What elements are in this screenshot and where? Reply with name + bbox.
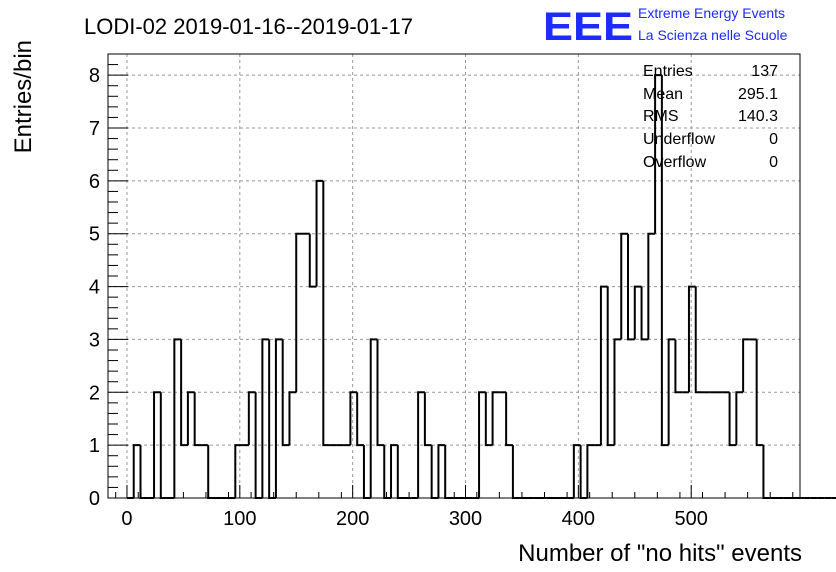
- histogram-bin: [322, 180, 331, 447]
- y-tick-label: 5: [89, 224, 100, 246]
- histogram-bin: [132, 444, 141, 498]
- stat-value-rms: 140.3: [738, 108, 778, 125]
- y-tick-label: 2: [89, 382, 100, 404]
- histogram-bin: [173, 338, 182, 498]
- plot-frame: [107, 53, 801, 499]
- x-tick-label: 500: [675, 508, 708, 530]
- histogram-bin: [274, 338, 283, 498]
- histogram-bin: [478, 391, 486, 498]
- logo-line-2: La Scienza nelle Scuole: [638, 27, 788, 43]
- stat-value-overflow: 0: [769, 154, 778, 171]
- histogram-bin: [654, 74, 662, 234]
- histogram-bin: [572, 444, 581, 498]
- histogram-bin: [356, 392, 364, 447]
- histogram-bin: [430, 445, 439, 499]
- logo-line-1: Extreme Energy Events: [638, 5, 785, 21]
- y-tick-label: 6: [89, 171, 100, 193]
- x-tick-label: 100: [223, 508, 256, 530]
- histogram-bin: [599, 285, 608, 446]
- histogram-bin: [423, 392, 432, 447]
- x-axis-label: Number of "no hits" events: [518, 540, 802, 567]
- histogram-bin: [369, 338, 378, 498]
- y-tick-label: 4: [89, 277, 100, 299]
- histogram-bin: [613, 338, 622, 446]
- stat-label-entries: Entries: [643, 63, 693, 80]
- eee-logo: EEE Extreme Energy Events La Scienza nel…: [543, 5, 788, 49]
- y-tick-label: 0: [89, 488, 100, 510]
- histogram-bin: [444, 445, 452, 499]
- histogram-bin: [376, 339, 385, 447]
- histogram-bin: [186, 391, 195, 446]
- histogram-bin: [390, 444, 398, 498]
- histogram-bin: [505, 392, 513, 447]
- stat-label-underflow: Underflow: [643, 131, 715, 148]
- histogram-bin: [728, 392, 737, 447]
- y-tick-label: 8: [89, 65, 100, 87]
- histogram-bin: [349, 391, 358, 446]
- stat-label-overflow: Overflow: [643, 154, 707, 171]
- histogram-bin: [281, 339, 290, 447]
- histogram-bin: [207, 445, 215, 499]
- stat-value-underflow: 0: [769, 131, 778, 148]
- histogram-bin: [735, 391, 744, 446]
- stat-label-mean: Mean: [643, 86, 683, 103]
- histogram-bin: [606, 286, 615, 447]
- histogram-bin: [396, 445, 405, 499]
- stats-box: Entries 137 Mean 295.1 RMS 140.3 Underfl…: [643, 63, 778, 171]
- histogram-bin: [687, 285, 696, 393]
- stat-value-mean: 295.1: [738, 86, 778, 103]
- histogram-bin: [417, 391, 425, 498]
- histogram-bin: [579, 445, 588, 499]
- stat-label-rms: RMS: [643, 108, 679, 125]
- histogram-bin: [674, 339, 683, 394]
- x-tick-label: 0: [121, 508, 132, 530]
- histogram-bin: [640, 286, 649, 341]
- x-tick-label: 200: [336, 508, 369, 530]
- x-axis-ticks: 0 100 200 300 400 500: [115, 485, 794, 530]
- histogram-bin: [139, 445, 148, 499]
- histogram-bin: [667, 338, 676, 446]
- y-tick-label: 7: [89, 118, 100, 140]
- histogram-bin: [633, 285, 642, 340]
- histogram-bin: [261, 338, 270, 498]
- logo-mark: EEE: [543, 5, 633, 49]
- y-axis-ticks: 0 1 2 3 4 5 6 7 8: [89, 64, 128, 510]
- histogram-bin: [694, 286, 703, 394]
- histogram-bin: [268, 339, 276, 499]
- y-tick-label: 1: [89, 435, 100, 457]
- histogram-bin: [755, 339, 764, 447]
- histogram-bin: [484, 392, 493, 447]
- histogram-bin: [491, 391, 500, 446]
- histogram-bin: [511, 445, 520, 499]
- histogram-bin: [660, 75, 669, 447]
- histogram-bin: [362, 445, 371, 499]
- x-tick-label: 400: [562, 508, 595, 530]
- y-tick-label: 3: [89, 329, 100, 351]
- histogram-bin: [288, 391, 297, 446]
- grid-lines: [108, 54, 800, 498]
- y-axis-label: Entries/bin: [10, 40, 37, 153]
- stat-value-entries: 137: [751, 63, 778, 80]
- histogram-bin: [315, 179, 324, 287]
- histogram-bin: [247, 391, 256, 446]
- histogram-bin: [295, 232, 304, 393]
- histogram-bin: [762, 445, 771, 499]
- histogram-bin: [180, 339, 188, 447]
- histogram-bin: [647, 232, 656, 340]
- x-tick-label: 300: [449, 508, 482, 530]
- histogram-bin: [620, 232, 629, 340]
- histogram-bin: [234, 444, 243, 498]
- histogram-bin: [742, 338, 750, 393]
- histogram-bin: [308, 233, 317, 288]
- histogram-bin: [627, 233, 635, 341]
- histogram-bin: [193, 392, 202, 447]
- histogram-bin: [153, 391, 161, 498]
- chart-title: LODI-02 2019-01-16--2019-01-17: [84, 14, 413, 39]
- histogram-bin: [383, 445, 392, 499]
- histogram-bin: [586, 444, 595, 498]
- histogram-bin: [437, 444, 446, 498]
